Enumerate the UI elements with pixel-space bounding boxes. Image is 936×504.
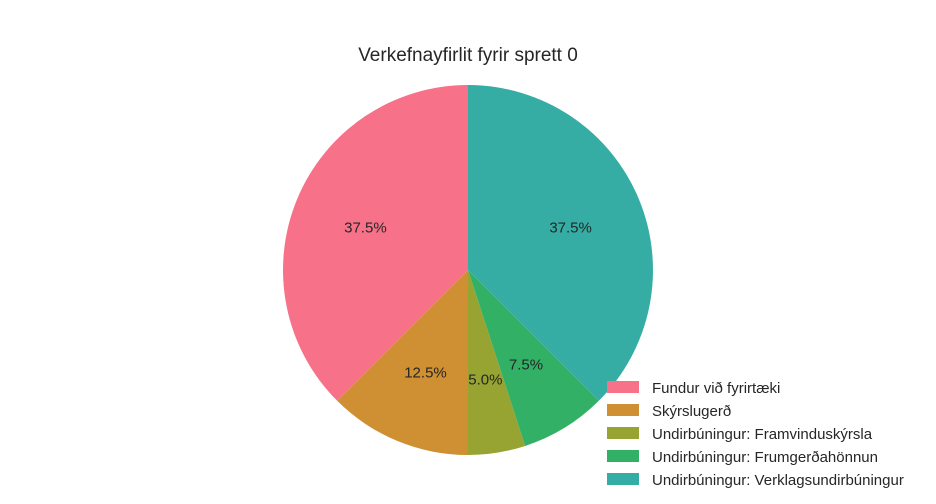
percent-label-skyrsluger: 12.5% <box>404 365 447 382</box>
legend-swatch-undirbuningur-verklagsundirbuningur <box>607 473 639 485</box>
legend-label-undirbuningur-frumger-ahonnun: Undirbúningur: Frumgerðahönnun <box>652 449 878 466</box>
percent-label-undirbuningur-frumger-ahonnun: 7.5% <box>509 357 543 374</box>
percent-label-fundur-vi-fyrirt-ki: 37.5% <box>344 220 387 237</box>
legend-swatch-skyrsluger <box>607 404 639 416</box>
pie-slice-skyrsluger <box>337 270 468 455</box>
legend: Fundur við fyrirtæki Skýrslugerð Undirbúni… <box>607 380 904 489</box>
pie-slice-undirbuningur-frumger-ahonnun <box>468 270 599 446</box>
legend-label-undirbuningur-framvinduskyrsla: Undirbúningur: Framvinduskýrsla <box>652 426 873 443</box>
legend-label-skyrsluger: Skýrslugerð <box>652 403 731 420</box>
legend-swatch-undirbuningur-frumger-ahonnun <box>607 450 639 462</box>
pie-slices <box>283 85 653 455</box>
legend-label-undirbuningur-verklagsundirbuningur: Undirbúningur: Verklagsundirbúningur <box>652 472 904 489</box>
pie-slice-undirbuningur-framvinduskyrsla <box>468 270 526 455</box>
pie-slice-fundur-vi-fyrirt-ki <box>283 85 468 401</box>
percent-label-undirbuningur-verklagsundirbuningur: 37.5% <box>549 220 592 237</box>
chart-title: Verkefnayfirlit fyrir sprett 0 <box>358 45 578 66</box>
pie-slice-undirbuningur-verklagsundirbuningur <box>468 85 653 401</box>
legend-swatch-undirbuningur-framvinduskyrsla <box>607 427 639 439</box>
percent-label-undirbuningur-framvinduskyrsla: 5.0% <box>468 372 502 389</box>
legend-swatch-fundur-vi-fyrirt-ki <box>607 381 639 393</box>
pie-percent-labels: 37.5% 12.5% 5.0% 7.5% 37.5% <box>344 220 592 389</box>
legend-label-fundur-vi-fyrirt-ki: Fundur við fyrirtæki <box>652 380 780 397</box>
